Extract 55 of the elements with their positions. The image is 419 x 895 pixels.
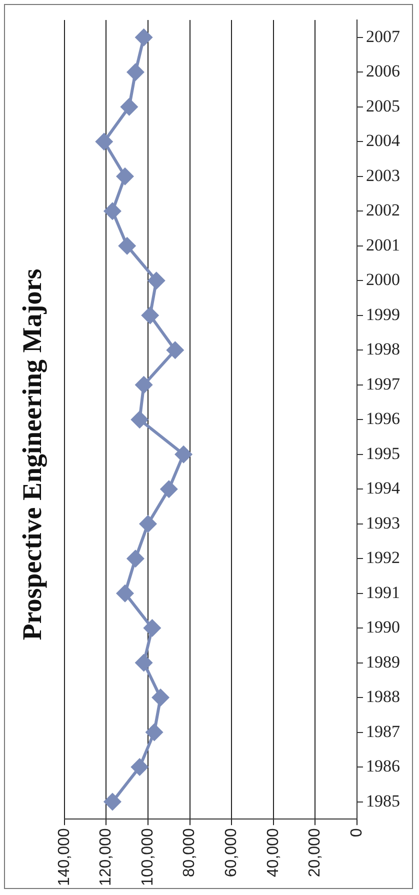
y-tick-label: 2001 (366, 235, 400, 254)
y-tick-label: 2006 (366, 62, 400, 81)
point (143, 619, 162, 638)
text: Prospective Engineering Majors (17, 268, 48, 640)
point (139, 514, 157, 533)
y-tick-label: 1996 (366, 409, 400, 428)
y-tick-label: 1992 (366, 548, 400, 568)
y-tick-label: 2000 (366, 270, 400, 290)
x-tick-label: 60,000 (223, 828, 240, 878)
point (103, 792, 122, 811)
y-tick-label: 2002 (366, 200, 400, 220)
point (141, 306, 160, 324)
point (120, 98, 138, 116)
point (116, 167, 134, 186)
y-tick-label: 1997 (366, 374, 400, 394)
y-tick-label: 1998 (366, 340, 400, 359)
y-tick-label: 2004 (366, 131, 400, 150)
point (152, 688, 170, 707)
y-tick-label: 1991 (366, 582, 400, 602)
point (134, 376, 153, 394)
y-tick-label: 1987 (366, 722, 400, 741)
y-tick-label: 1999 (366, 304, 400, 324)
point (166, 341, 184, 360)
y-tick-label: 1990 (366, 618, 400, 637)
y-tick-label: 2003 (366, 166, 400, 185)
y-tick-label: 1993 (366, 513, 400, 532)
x-tick-label: 80,000 (181, 828, 198, 878)
point (130, 410, 149, 429)
point (95, 132, 114, 151)
point (126, 63, 144, 82)
point (134, 654, 153, 672)
point (145, 723, 164, 742)
point (116, 584, 134, 602)
y-tick-label: 1985 (366, 791, 400, 810)
point (126, 550, 144, 568)
point (134, 28, 153, 46)
x-tick-label: 140,000 (56, 828, 73, 886)
point (103, 202, 122, 220)
x-tick-label: 100,000 (139, 828, 156, 886)
x-tick-label: 20,000 (306, 828, 324, 878)
x-tick-label: 40,000 (264, 828, 282, 878)
y-tick-label: 1988 (366, 687, 400, 706)
y-tick-label: 1995 (366, 444, 400, 463)
point (147, 272, 166, 290)
y-tick-label: 1989 (366, 652, 400, 672)
y-tick-label: 2007 (366, 26, 400, 46)
x-tick-label: 0 (348, 828, 366, 838)
y-tick-label: 1994 (366, 478, 400, 498)
point (118, 236, 136, 255)
point (174, 445, 193, 464)
x-tick-label: 120,000 (98, 828, 115, 886)
point (160, 480, 178, 498)
y-tick-label: 2005 (366, 96, 400, 116)
point (130, 758, 149, 776)
y-tick-label: 1986 (366, 756, 400, 776)
